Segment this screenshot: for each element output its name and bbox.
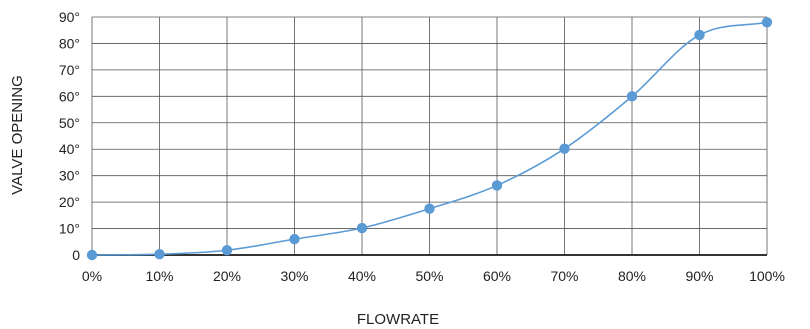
data-point: [289, 233, 300, 245]
y-tick-labels: 0 10° 20° 30° 40° 50° 60° 70° 80° 90°: [59, 9, 80, 263]
grid: [91, 16, 768, 255]
y-tick-label: 60°: [59, 88, 80, 104]
x-tick-label: 10%: [145, 268, 173, 284]
data-point: [559, 143, 570, 154]
x-tick-label: 100%: [749, 268, 785, 284]
y-tick-label: 40°: [59, 141, 80, 157]
y-tick-label: 50°: [59, 115, 80, 131]
x-tick-label: 30%: [280, 268, 308, 284]
y-tick-label: 90°: [59, 9, 80, 25]
y-tick-label: 80°: [59, 35, 80, 51]
y-tick-label: 30°: [59, 168, 80, 184]
data-point: [626, 91, 638, 102]
x-axis-title: FLOWRATE: [357, 311, 439, 328]
x-tick-label: 60%: [483, 268, 511, 284]
y-axis-title: VALVE OPENING: [9, 75, 26, 194]
x-tick-label: 50%: [415, 268, 443, 284]
x-tick-label: 0%: [82, 268, 102, 284]
x-tick-labels: 0% 10% 20% 30% 40% 50% 60% 70% 80% 90% 100%: [82, 268, 785, 284]
x-tick-label: 20%: [213, 268, 241, 284]
data-point: [694, 29, 705, 41]
data-point: [761, 17, 773, 28]
data-point: [154, 249, 165, 260]
x-tick-label: 40%: [348, 268, 376, 284]
data-point: [221, 245, 233, 256]
data-point: [491, 180, 503, 191]
x-tick-label: 70%: [550, 268, 578, 284]
x-tick-label: 80%: [618, 268, 646, 284]
data-point: [424, 203, 435, 214]
data-point: [86, 249, 98, 261]
y-tick-label: 20°: [59, 194, 80, 210]
data-point: [356, 222, 368, 234]
x-tick-label: 90%: [685, 268, 713, 284]
series: [86, 17, 773, 261]
y-tick-label: 70°: [59, 62, 80, 78]
y-tick-label: 0: [72, 247, 80, 263]
y-tick-label: 10°: [59, 221, 80, 237]
